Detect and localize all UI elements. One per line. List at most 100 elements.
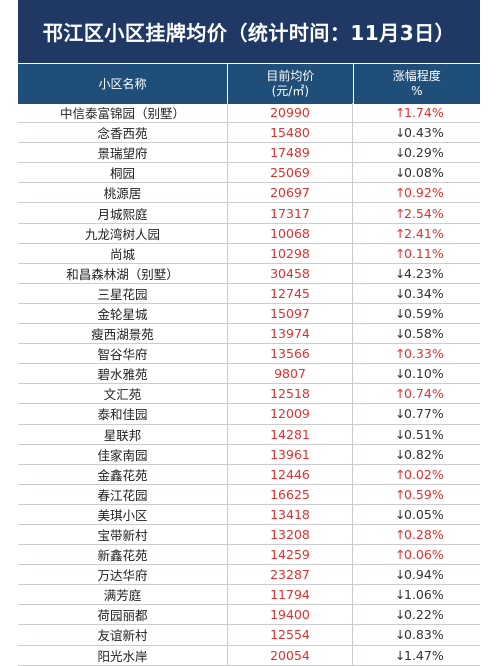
change-cell: ↑ 0.92% bbox=[353, 183, 480, 202]
table-row: 桐园 25069 ↓ 0.08% bbox=[18, 163, 480, 184]
arrow-up-icon: ↑ bbox=[395, 466, 406, 482]
table-row: 新鑫花苑 14259 ↑ 0.06% bbox=[18, 545, 480, 566]
table-body: 中信泰富锦园（别墅） 20990 ↑ 1.74% 念香西苑 15480 ↓ 0.43% 景瑞望府… bbox=[18, 103, 480, 666]
change-value: 1.74% bbox=[404, 105, 444, 121]
header-price-unit: (元/㎡) bbox=[271, 84, 310, 98]
community-name: 九龙湾树人园 bbox=[18, 223, 228, 243]
change-value: 0.22% bbox=[404, 607, 444, 623]
average-price: 20697 bbox=[228, 183, 353, 203]
community-name: 美琪小区 bbox=[18, 504, 228, 524]
arrow-up-icon: ↑ bbox=[395, 185, 406, 201]
change-value: 0.08% bbox=[404, 165, 444, 181]
change-cell: ↓ 0.94% bbox=[353, 565, 480, 584]
table-row: 阳光水岸 20054 ↓ 1.47% bbox=[18, 645, 480, 666]
community-name: 万达华府 bbox=[18, 565, 228, 585]
arrow-down-icon: ↓ bbox=[395, 326, 406, 342]
community-name: 金轮星城 bbox=[18, 303, 228, 324]
average-price: 10068 bbox=[228, 223, 353, 243]
page-title: 邗江区小区挂牌均价（统计时间：11月3日） bbox=[18, 0, 480, 63]
change-value: 0.05% bbox=[404, 506, 444, 522]
change-cell: ↓ 0.22% bbox=[353, 605, 480, 624]
average-price: 14259 bbox=[228, 545, 353, 565]
change-cell: ↓ 0.83% bbox=[353, 625, 480, 644]
arrow-down-icon: ↓ bbox=[395, 285, 406, 301]
arrow-down-icon: ↓ bbox=[395, 406, 406, 422]
community-name: 尚城 bbox=[18, 243, 228, 263]
arrow-up-icon: ↑ bbox=[395, 486, 406, 502]
community-name: 佳家南园 bbox=[18, 444, 228, 464]
table-row: 美琪小区 13418 ↓ 0.05% bbox=[18, 504, 480, 525]
average-price: 13208 bbox=[228, 524, 353, 545]
arrow-up-icon: ↑ bbox=[395, 205, 406, 221]
arrow-down-icon: ↓ bbox=[395, 567, 406, 583]
community-name: 金鑫花苑 bbox=[18, 464, 228, 484]
change-value: 0.94% bbox=[404, 567, 444, 583]
arrow-down-icon: ↓ bbox=[395, 446, 406, 462]
change-cell: ↓ 0.59% bbox=[353, 304, 480, 323]
change-value: 0.34% bbox=[404, 285, 444, 301]
table-row: 和昌森林湖（别墅） 30458 ↓ 4.23% bbox=[18, 263, 480, 284]
community-name: 桃源居 bbox=[18, 183, 228, 203]
change-cell: ↓ 0.08% bbox=[353, 163, 480, 182]
change-cell: ↑ 0.74% bbox=[353, 384, 480, 403]
table-row: 智谷华府 13566 ↑ 0.33% bbox=[18, 344, 480, 365]
community-name: 桐园 bbox=[18, 163, 228, 183]
arrow-up-icon: ↑ bbox=[395, 527, 406, 543]
table-row: 念香西苑 15480 ↓ 0.43% bbox=[18, 123, 480, 144]
change-value: 1.47% bbox=[404, 647, 444, 663]
change-cell: ↑ 0.28% bbox=[353, 525, 480, 544]
change-cell: ↑ 0.02% bbox=[353, 465, 480, 484]
header-price-label: 目前均价 bbox=[266, 69, 315, 83]
arrow-up-icon: ↑ bbox=[395, 386, 406, 402]
arrow-down-icon: ↓ bbox=[395, 506, 406, 522]
community-name: 月城熙庭 bbox=[18, 203, 228, 223]
community-name: 碧水雅苑 bbox=[18, 364, 228, 384]
table-row: 文汇苑 12518 ↑ 0.74% bbox=[18, 384, 480, 405]
table-header: 小区名称 目前均价 (元/㎡) 涨幅程度 % bbox=[18, 63, 480, 104]
change-value: 0.10% bbox=[404, 366, 444, 382]
average-price: 12554 bbox=[228, 625, 353, 645]
community-name: 阳光水岸 bbox=[18, 645, 228, 665]
change-value: 0.82% bbox=[404, 446, 444, 462]
change-cell: ↑ 2.41% bbox=[353, 224, 480, 243]
arrow-down-icon: ↓ bbox=[395, 366, 406, 382]
average-price: 11794 bbox=[228, 585, 353, 605]
average-price: 25069 bbox=[228, 163, 353, 183]
average-price: 16625 bbox=[228, 484, 353, 504]
arrow-up-icon: ↑ bbox=[395, 105, 406, 121]
table-row: 景瑞望府 17489 ↓ 0.29% bbox=[18, 143, 480, 164]
arrow-down-icon: ↓ bbox=[395, 305, 406, 321]
average-price: 10298 bbox=[228, 243, 353, 263]
table-row: 佳家南园 13961 ↓ 0.82% bbox=[18, 444, 480, 465]
table-row: 桃源居 20697 ↑ 0.92% bbox=[18, 183, 480, 204]
change-cell: ↓ 0.77% bbox=[353, 404, 480, 423]
average-price: 13961 bbox=[228, 444, 353, 464]
community-name: 宝带新村 bbox=[18, 524, 228, 545]
community-name: 景瑞望府 bbox=[18, 143, 228, 163]
change-value: 0.59% bbox=[404, 305, 444, 321]
change-value: 0.43% bbox=[404, 125, 444, 141]
arrow-up-icon: ↑ bbox=[395, 346, 406, 362]
community-name: 三星花园 bbox=[18, 283, 228, 303]
header-change-label: 涨幅程度 bbox=[392, 69, 441, 83]
change-value: 0.58% bbox=[404, 326, 444, 342]
change-cell: ↓ 4.23% bbox=[353, 264, 480, 283]
header-price: 目前均价 (元/㎡) bbox=[228, 64, 354, 104]
average-price: 19400 bbox=[228, 605, 353, 625]
average-price: 15097 bbox=[228, 303, 353, 324]
table-row: 宝带新村 13208 ↑ 0.28% bbox=[18, 524, 480, 546]
change-cell: ↓ 0.05% bbox=[353, 505, 480, 524]
change-cell: ↓ 1.06% bbox=[353, 585, 480, 604]
average-price: 15480 bbox=[228, 123, 353, 143]
community-name: 智谷华府 bbox=[18, 344, 228, 364]
arrow-up-icon: ↑ bbox=[395, 547, 406, 563]
average-price: 13418 bbox=[228, 504, 353, 524]
arrow-down-icon: ↓ bbox=[395, 607, 406, 623]
arrow-down-icon: ↓ bbox=[395, 165, 406, 181]
average-price: 12009 bbox=[228, 404, 353, 424]
header-change: 涨幅程度 % bbox=[354, 64, 480, 104]
arrow-down-icon: ↓ bbox=[395, 145, 406, 161]
header-name-label: 小区名称 bbox=[98, 76, 147, 91]
change-cell: ↓ 0.34% bbox=[353, 284, 480, 303]
